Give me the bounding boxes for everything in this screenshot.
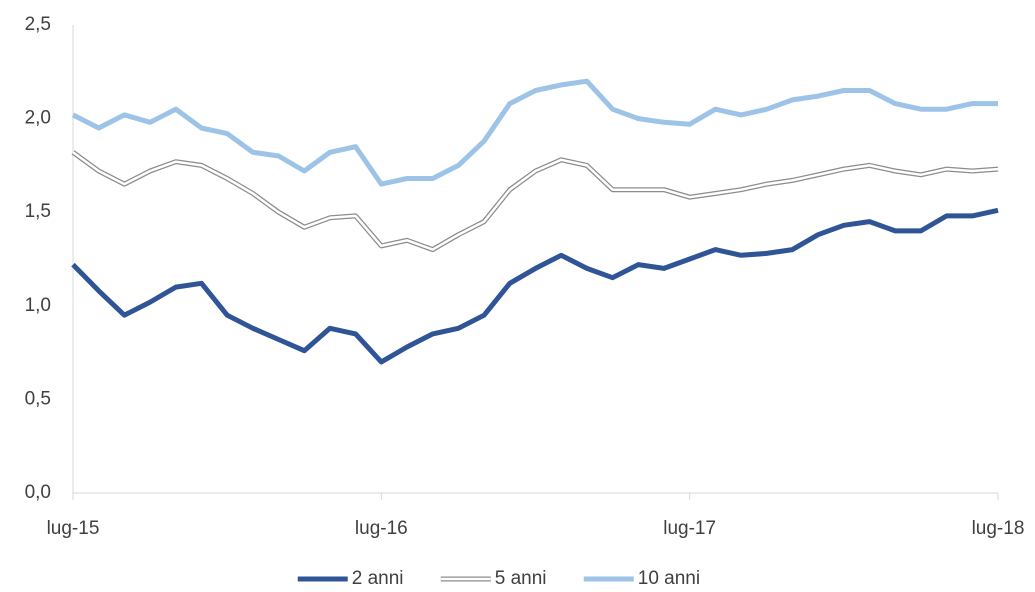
y-tick-label: 2,0 — [25, 108, 51, 129]
x-tick-label: lug-16 — [355, 518, 408, 539]
series-line — [71, 78, 998, 187]
x-tick-label: lug-18 — [972, 518, 1025, 539]
legend-label: 10 anni — [638, 568, 700, 589]
legend-label: 2 anni — [352, 568, 404, 589]
legend-label: 5 anni — [495, 568, 547, 589]
y-tick-label: 1,0 — [25, 295, 51, 316]
series-line — [72, 151, 999, 251]
x-tick-label: lug-15 — [47, 518, 100, 539]
series-line — [71, 207, 999, 365]
y-tick-label: 1,5 — [25, 201, 51, 222]
x-tick-label: lug-17 — [663, 518, 716, 539]
y-tick-label: 0,0 — [25, 482, 51, 503]
y-tick-label: 0,5 — [25, 388, 51, 409]
y-tick-label: 2,5 — [25, 14, 51, 35]
